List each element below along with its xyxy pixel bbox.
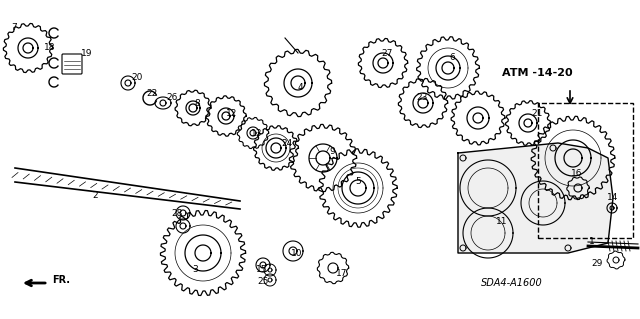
Text: 10: 10: [291, 249, 303, 257]
Text: 28: 28: [172, 209, 182, 218]
Text: 5: 5: [355, 177, 361, 187]
Text: 2: 2: [92, 190, 98, 199]
Text: 12: 12: [227, 108, 237, 117]
Text: 23: 23: [416, 93, 428, 102]
Text: FR.: FR.: [52, 275, 70, 285]
Text: 24: 24: [282, 138, 292, 147]
Text: 29: 29: [591, 258, 603, 268]
Text: 16: 16: [572, 168, 583, 177]
Text: 20: 20: [131, 73, 143, 83]
Polygon shape: [15, 168, 240, 209]
Text: ATM -14-20: ATM -14-20: [502, 68, 572, 78]
Text: 9: 9: [329, 147, 335, 157]
Text: 11: 11: [496, 218, 508, 226]
Text: 26: 26: [166, 93, 178, 102]
Polygon shape: [458, 143, 613, 253]
FancyBboxPatch shape: [62, 54, 82, 74]
Text: 27: 27: [381, 48, 393, 57]
Text: 8: 8: [194, 99, 200, 108]
Text: 14: 14: [607, 194, 619, 203]
Text: 15: 15: [256, 265, 268, 275]
Text: 4: 4: [297, 84, 303, 93]
Text: 21: 21: [531, 108, 543, 117]
Bar: [538, 103, 633, 238]
Text: 1: 1: [589, 238, 595, 247]
Text: 6: 6: [449, 54, 455, 63]
Text: 17: 17: [336, 269, 348, 278]
Text: 25: 25: [257, 278, 269, 286]
Text: 19: 19: [81, 48, 93, 57]
Text: 13: 13: [252, 129, 263, 137]
Text: SDA4-A1600: SDA4-A1600: [481, 278, 543, 288]
Text: 7: 7: [11, 24, 17, 33]
Text: 18: 18: [44, 43, 56, 53]
Text: 22: 22: [147, 88, 157, 98]
Text: 3: 3: [192, 265, 198, 275]
